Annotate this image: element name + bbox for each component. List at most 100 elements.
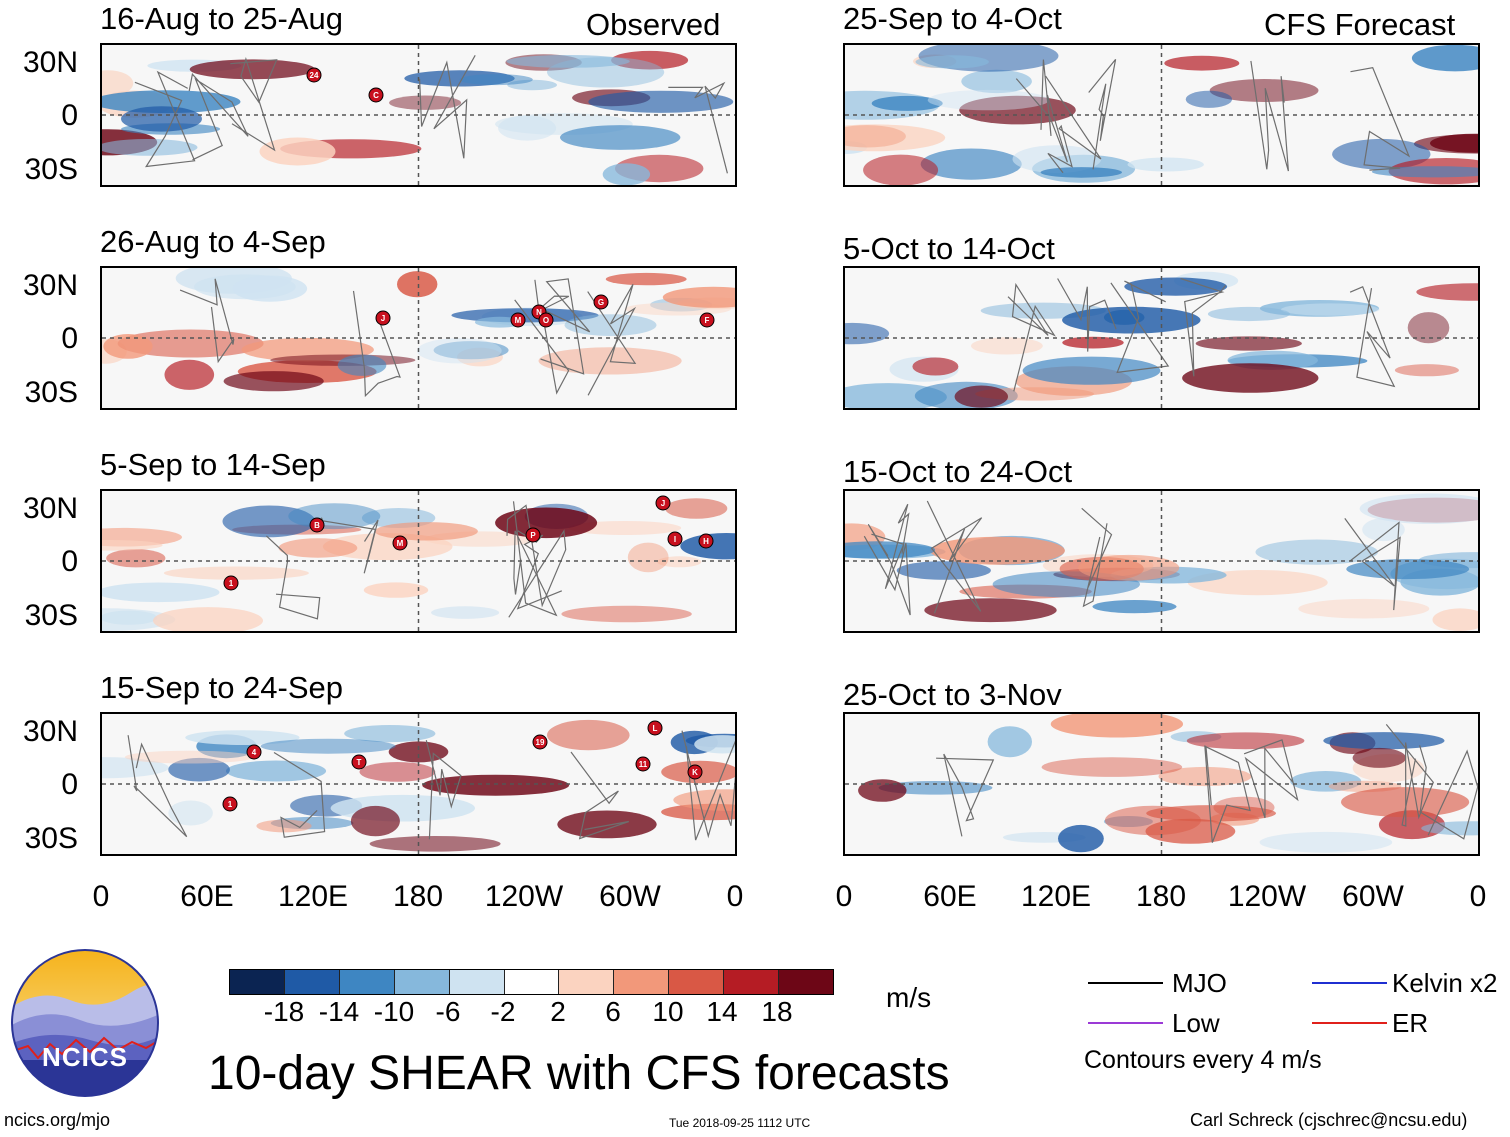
shear-anomaly: [185, 730, 300, 745]
lon-label: 180: [1135, 880, 1187, 913]
website-link[interactable]: ncics.org/mjo: [4, 1110, 111, 1130]
colorbar-tick: 6: [605, 996, 621, 1027]
coastline: [1419, 745, 1478, 840]
shear-anomaly: [389, 95, 462, 110]
shear-anomaly: [557, 810, 657, 839]
storm-marker: J: [375, 310, 391, 326]
lat-label-eq: 0: [61, 99, 78, 132]
shear-anomaly: [1062, 306, 1201, 334]
shear-anomaly: [1341, 787, 1470, 818]
shear-map: [843, 712, 1480, 856]
shear-anomaly: [260, 738, 396, 754]
shear-anomaly: [915, 55, 989, 69]
shear-anomaly: [1371, 166, 1478, 178]
shear-anomaly: [288, 503, 381, 530]
shear-anomaly: [102, 582, 220, 603]
coastline: [570, 751, 629, 840]
shear-anomaly: [102, 757, 169, 779]
lat-label-30n: 30N: [22, 46, 78, 79]
shear-anomaly: [561, 605, 692, 623]
coastline: [425, 740, 462, 840]
colorbar-tick: 10: [652, 996, 684, 1027]
shear-anomaly: [863, 154, 939, 185]
shear-map: [843, 489, 1480, 633]
author-credit: Carl Schreck (cjschrec@ncsu.edu): [1190, 1110, 1468, 1130]
coastline: [188, 72, 249, 161]
shear-anomaly: [102, 70, 134, 97]
coastline: [265, 535, 321, 620]
coastline: [587, 284, 637, 396]
observed-column-label: Observed: [586, 7, 721, 42]
colorbar-cell: [669, 970, 725, 994]
lon-label: 60E: [923, 880, 977, 913]
colorbar-cell: [614, 970, 670, 994]
coastline: [516, 530, 563, 610]
er-legend-label: ER: [1392, 1008, 1429, 1038]
shear-anomaly: [912, 357, 959, 376]
lon-label: 0: [726, 880, 744, 913]
colorbar-cell: [230, 970, 285, 994]
storm-marker: K: [687, 764, 703, 780]
ncics-logo: NCICS: [10, 948, 160, 1098]
storm-marker: B: [309, 517, 325, 533]
colorbar-cell: [284, 970, 340, 994]
shear-anomaly: [987, 726, 1032, 758]
lon-label: 180: [392, 880, 444, 913]
shear-anomaly: [858, 779, 907, 802]
storm-marker: 1: [223, 575, 239, 591]
colorbar-cell: [449, 970, 505, 994]
shear-anomaly: [102, 540, 163, 551]
shear-anomaly: [433, 341, 509, 360]
storm-marker: 4: [246, 744, 262, 760]
logo-text: NCICS: [42, 1042, 128, 1072]
shear-anomaly: [1346, 559, 1470, 580]
storm-marker: O: [538, 312, 554, 328]
coastline: [681, 730, 735, 841]
shear-anomaly: [164, 359, 215, 390]
shear-anomaly: [168, 800, 213, 826]
lon-label: 60E: [180, 880, 234, 913]
lat-label-eq: 0: [61, 545, 78, 578]
shear-anomaly: [363, 582, 429, 598]
shear-anomaly: [102, 610, 158, 625]
figure-title: 10-day SHEAR with CFS forecasts: [208, 1047, 950, 1100]
storm-label: 24: [310, 71, 319, 80]
colorbar-tick: -14: [318, 996, 360, 1027]
storm-label: 19: [536, 738, 545, 747]
storm-label: K: [692, 768, 698, 777]
colorbar-tick: -2: [490, 996, 516, 1027]
shear-anomaly: [605, 272, 687, 286]
storm-label: 11: [639, 760, 648, 769]
shear-anomaly: [1432, 608, 1478, 631]
shear-anomaly: [259, 137, 336, 166]
coastline: [1057, 278, 1117, 352]
lon-label: 120E: [1020, 880, 1092, 913]
lon-label: 0: [92, 880, 110, 913]
colorbar-tick: 18: [761, 996, 793, 1027]
lon-label: 60W: [1342, 880, 1404, 913]
shear-anomaly: [1259, 831, 1393, 853]
shear-anomaly: [103, 334, 153, 359]
shear-anomaly: [1040, 167, 1122, 178]
low-legend-label: Low: [1172, 1008, 1220, 1038]
shear-anomaly: [278, 538, 358, 558]
storm-marker: C: [368, 87, 384, 103]
shear-map: 24 C: [100, 43, 737, 187]
coastline: [1045, 75, 1102, 174]
shear-anomaly: [232, 275, 308, 302]
shear-anomaly: [1430, 133, 1478, 153]
shear-anomaly: [388, 741, 449, 763]
shear-anomaly: [954, 385, 1008, 408]
shear-anomaly: [1407, 312, 1450, 344]
coastline: [1180, 277, 1227, 377]
shear-anomaly: [506, 55, 630, 68]
storm-label: B: [314, 521, 320, 530]
storm-marker: 24: [306, 67, 322, 83]
shear-anomaly: [971, 337, 1043, 355]
shear-anomaly: [1255, 539, 1378, 565]
coastline: [512, 501, 558, 617]
coastline: [926, 500, 983, 614]
storm-marker: L: [647, 720, 663, 736]
coastline: [1250, 60, 1289, 172]
